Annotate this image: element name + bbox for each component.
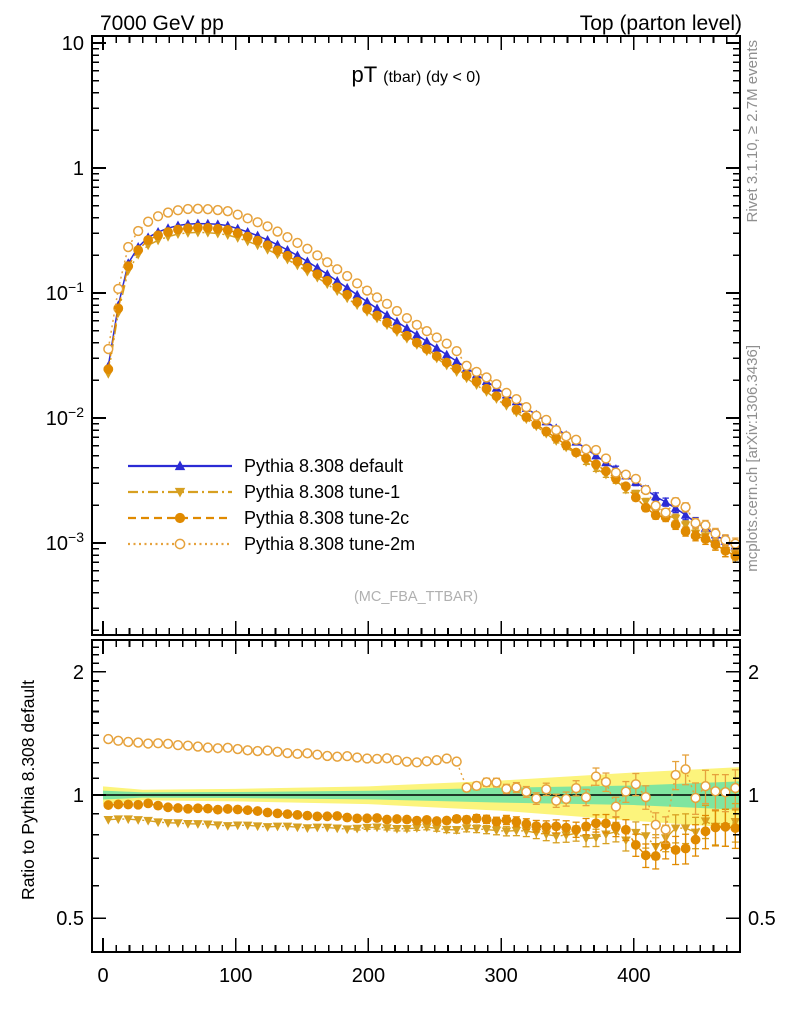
legend-label-default: Pythia 8.308 default: [244, 456, 403, 476]
main-y-tick-label: 10−3: [46, 529, 84, 555]
ratio-y-tick-label-right: 2: [748, 662, 759, 684]
x-tick-label: 200: [352, 965, 385, 987]
plot-title-main: pT: [351, 62, 377, 87]
legend-swatch-tune-2m: [128, 538, 232, 550]
legend-swatch-tune-2c: [128, 512, 232, 524]
ratio-y-tick-label-left: 2: [73, 662, 84, 684]
axes-layer: [91, 35, 741, 953]
header-right: Top (parton level): [580, 12, 742, 35]
main-y-tick-label: 10−2: [46, 404, 84, 430]
x-tick-label: 400: [617, 965, 650, 987]
ratio-y-axis-label: Ratio to Pythia 8.308 default: [18, 680, 38, 900]
header-left: 7000 GeV pp: [100, 12, 224, 35]
rivet-version-note: Rivet 3.1.10, ≥ 2.7M events: [744, 40, 761, 223]
main-y-tick-label: 10: [62, 33, 84, 55]
tick-labels-layer: 0 100 200 300 400 10 1 10−1 10−2 10−3 2 2 1 1 0.5 0.5: [46, 33, 776, 987]
mcplots-arxiv-note: mcplots.cern.ch [arXiv:1306.3436]: [744, 345, 761, 572]
legend-swatch-default: [128, 460, 232, 471]
x-tick-label: 300: [484, 965, 517, 987]
x-tick-label: 100: [219, 965, 252, 987]
legend-label-tune-1: Pythia 8.308 tune-1: [244, 482, 400, 502]
legend-swatch-tune-1: [128, 487, 232, 498]
ratio-y-tick-label-right: 0.5: [748, 908, 776, 930]
main-y-tick-label: 1: [73, 158, 84, 180]
legend-label-tune-2c: Pythia 8.308 tune-2c: [244, 508, 409, 528]
series-layer: [103, 203, 740, 870]
x-tick-label: 0: [97, 965, 108, 987]
legend: Pythia 8.308 default Pythia 8.308 tune-1…: [128, 456, 415, 554]
ratio-y-tick-label-left: 1: [73, 785, 84, 807]
legend-label-tune-2m: Pythia 8.308 tune-2m: [244, 534, 415, 554]
plot-title: pT (tbar) (dy < 0): [351, 62, 480, 87]
ratio-y-tick-label-left: 0.5: [56, 908, 84, 930]
ratio-y-tick-label-right: 1: [748, 785, 759, 807]
main-y-tick-label: 10−1: [46, 279, 84, 305]
plot-title-rest: (tbar) (dy < 0): [383, 69, 480, 86]
analysis-watermark: (MC_FBA_TTBAR): [354, 589, 478, 605]
